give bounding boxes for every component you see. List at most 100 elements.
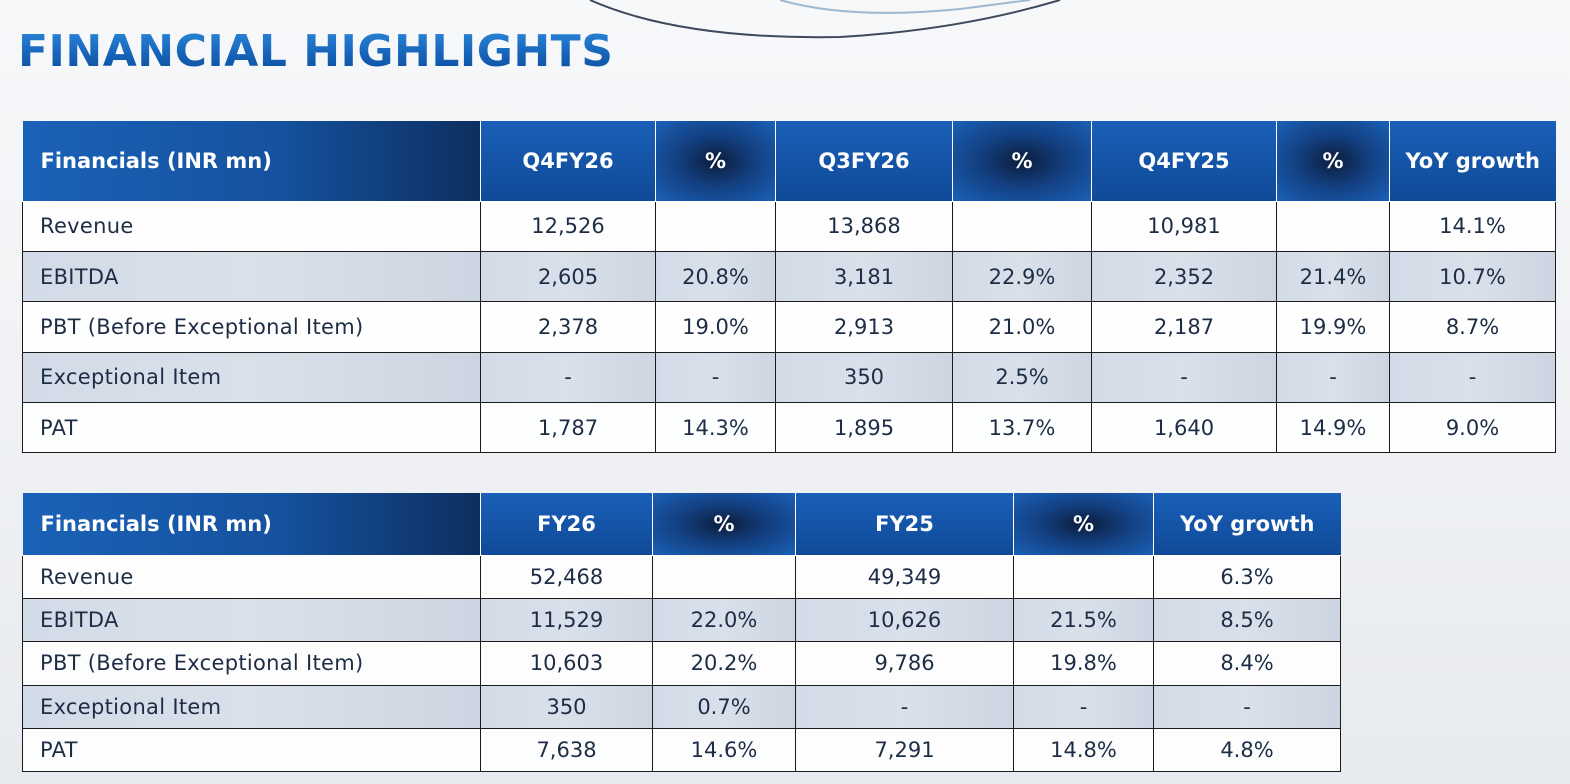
table-cell: 1,640 <box>1091 402 1277 454</box>
table-row-exceptional-item: Exceptional Item - - 350 2.5% - - - <box>22 351 1556 404</box>
table-cell: - <box>1091 351 1277 404</box>
table-cell: 2,187 <box>1091 301 1277 353</box>
table-cell: 19.0% <box>655 301 776 353</box>
table-cell: - <box>795 684 1014 730</box>
header-q4fy26: Q4FY26 <box>480 121 656 202</box>
header-financials: Financials (INR mn) <box>22 121 481 202</box>
table-cell: - <box>480 351 656 404</box>
table-cell <box>952 200 1092 252</box>
table-cell: 9.0% <box>1389 402 1556 454</box>
header-fy25: FY25 <box>795 493 1014 556</box>
header-yoy-growth: YoY growth <box>1389 121 1556 202</box>
table-cell: 21.4% <box>1276 250 1390 303</box>
header-q3fy26: Q3FY26 <box>775 121 953 202</box>
row-label: Revenue <box>22 554 481 599</box>
table-cell: - <box>1389 351 1556 404</box>
header-financials: Financials (INR mn) <box>22 493 481 556</box>
table-cell: 20.8% <box>655 250 776 303</box>
table-cell: 8.7% <box>1389 301 1556 353</box>
table-cell: 6.3% <box>1153 554 1341 599</box>
table-cell: 10,626 <box>795 597 1014 643</box>
table-cell: 2,378 <box>480 301 656 353</box>
table-cell: 14.1% <box>1389 200 1556 252</box>
table-row-revenue: Revenue 52,468 49,349 6.3% <box>22 554 1341 599</box>
row-label: Exceptional Item <box>22 351 481 404</box>
table-cell: 2,605 <box>480 250 656 303</box>
row-label: EBITDA <box>22 597 481 643</box>
header-yoy-growth: YoY growth <box>1153 493 1341 556</box>
header-percent: % <box>1276 121 1390 202</box>
table-cell: 8.5% <box>1153 597 1341 643</box>
table-cell: 11,529 <box>480 597 653 643</box>
row-label: PAT <box>22 402 481 454</box>
table-row-revenue: Revenue 12,526 13,868 10,981 14.1% <box>22 200 1556 252</box>
table-cell: 21.0% <box>952 301 1092 353</box>
row-label: PBT (Before Exceptional Item) <box>22 641 481 686</box>
table-header-row: Financials (INR mn) FY26 % FY25 % YoY gr… <box>22 493 1341 556</box>
row-label: PAT <box>22 728 481 773</box>
table-cell: 12,526 <box>480 200 656 252</box>
table-cell <box>652 554 796 599</box>
header-percent: % <box>952 121 1092 202</box>
table-cell: 1,787 <box>480 402 656 454</box>
table-cell: 10.7% <box>1389 250 1556 303</box>
table-cell <box>1276 200 1390 252</box>
table-cell: 10,981 <box>1091 200 1277 252</box>
row-label: PBT (Before Exceptional Item) <box>22 301 481 353</box>
table-cell: 8.4% <box>1153 641 1341 686</box>
quarterly-financials-table: Financials (INR mn) Q4FY26 % Q3FY26 % Q4… <box>22 121 1556 454</box>
table-cell: 2.5% <box>952 351 1092 404</box>
row-label: Exceptional Item <box>22 684 481 730</box>
header-percent: % <box>655 121 776 202</box>
table-cell: 14.8% <box>1013 728 1154 773</box>
row-label: EBITDA <box>22 250 481 303</box>
table-cell: 22.9% <box>952 250 1092 303</box>
table-row-pat: PAT 7,638 14.6% 7,291 14.8% 4.8% <box>22 728 1341 773</box>
table-cell: - <box>655 351 776 404</box>
table-cell: 19.8% <box>1013 641 1154 686</box>
table-cell: 52,468 <box>480 554 653 599</box>
table-cell: 7,638 <box>480 728 653 773</box>
table-cell: 350 <box>775 351 953 404</box>
table-cell: 0.7% <box>652 684 796 730</box>
annual-financials-table: Financials (INR mn) FY26 % FY25 % YoY gr… <box>22 493 1341 773</box>
header-percent: % <box>652 493 796 556</box>
header-q4fy25: Q4FY25 <box>1091 121 1277 202</box>
table-row-pat: PAT 1,787 14.3% 1,895 13.7% 1,640 14.9% … <box>22 402 1556 454</box>
table-cell: - <box>1013 684 1154 730</box>
table-cell: 49,349 <box>795 554 1014 599</box>
table-cell: 13.7% <box>952 402 1092 454</box>
table-cell <box>655 200 776 252</box>
table-cell: - <box>1276 351 1390 404</box>
table-cell <box>1013 554 1154 599</box>
table-cell: 350 <box>480 684 653 730</box>
table-cell: 14.6% <box>652 728 796 773</box>
page-title: FINANCIAL HIGHLIGHTS <box>18 26 614 77</box>
header-fy26: FY26 <box>480 493 653 556</box>
table-cell: 22.0% <box>652 597 796 643</box>
table-cell: 3,181 <box>775 250 953 303</box>
table-cell: 7,291 <box>795 728 1014 773</box>
table-cell: 1,895 <box>775 402 953 454</box>
table-cell: 13,868 <box>775 200 953 252</box>
table-cell: - <box>1153 684 1341 730</box>
table-cell: 21.5% <box>1013 597 1154 643</box>
table-cell: 19.9% <box>1276 301 1390 353</box>
table-header-row: Financials (INR mn) Q4FY26 % Q3FY26 % Q4… <box>22 121 1556 202</box>
table-row-pbt: PBT (Before Exceptional Item) 2,378 19.0… <box>22 301 1556 353</box>
table-cell: 10,603 <box>480 641 653 686</box>
table-row-ebitda: EBITDA 2,605 20.8% 3,181 22.9% 2,352 21.… <box>22 250 1556 303</box>
table-cell: 14.3% <box>655 402 776 454</box>
table-cell: 2,913 <box>775 301 953 353</box>
table-row-exceptional-item: Exceptional Item 350 0.7% - - - <box>22 684 1341 730</box>
table-cell: 14.9% <box>1276 402 1390 454</box>
header-percent: % <box>1013 493 1154 556</box>
table-cell: 2,352 <box>1091 250 1277 303</box>
table-row-pbt: PBT (Before Exceptional Item) 10,603 20.… <box>22 641 1341 686</box>
table-cell: 20.2% <box>652 641 796 686</box>
table-cell: 9,786 <box>795 641 1014 686</box>
table-row-ebitda: EBITDA 11,529 22.0% 10,626 21.5% 8.5% <box>22 597 1341 643</box>
decorative-arcs <box>589 0 1061 39</box>
table-cell: 4.8% <box>1153 728 1341 773</box>
row-label: Revenue <box>22 200 481 252</box>
